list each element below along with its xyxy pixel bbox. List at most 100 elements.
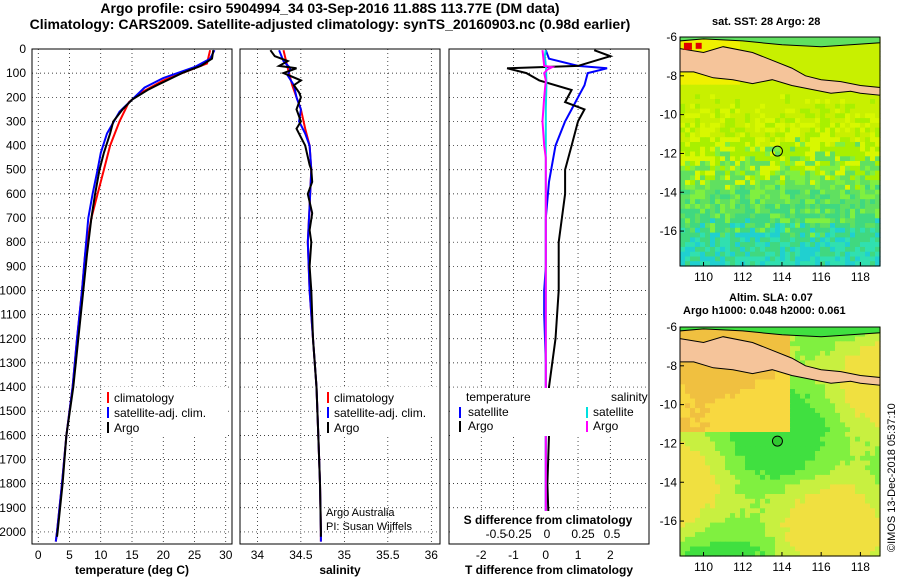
map-cell — [835, 142, 841, 148]
map-cell — [775, 484, 781, 490]
map-cell — [730, 503, 736, 509]
map-cell — [800, 470, 806, 476]
map-cell — [765, 46, 771, 52]
map-cell — [810, 118, 816, 124]
map-cell — [825, 113, 831, 119]
map-cell — [800, 389, 806, 395]
map-cell — [715, 151, 721, 157]
map-cell — [750, 551, 756, 557]
map-cell — [810, 389, 816, 395]
map-cell — [720, 455, 726, 462]
map-cell — [750, 156, 756, 162]
map-cell — [815, 398, 821, 404]
map-cell — [815, 232, 821, 238]
map-cell — [855, 350, 861, 357]
map-cell — [750, 180, 756, 186]
map-cell — [795, 156, 801, 162]
map-cell — [805, 341, 811, 347]
map-cell — [810, 161, 816, 167]
map-cell — [810, 165, 816, 172]
map-cell — [855, 246, 861, 253]
map-cell — [695, 113, 701, 119]
map-cell — [870, 541, 876, 548]
map-cell — [835, 108, 841, 114]
map-cell — [865, 65, 871, 71]
map-cell — [710, 184, 716, 191]
map-cell — [780, 137, 786, 143]
map-cell — [810, 465, 816, 471]
map-cell — [825, 336, 831, 342]
map-cell — [840, 474, 846, 481]
map-cell — [850, 184, 856, 191]
map-cell — [815, 489, 821, 495]
map-cell — [875, 70, 881, 76]
map-cell — [685, 208, 691, 215]
map-cell — [850, 256, 856, 262]
map-cell — [855, 522, 861, 528]
map-cell — [750, 194, 756, 200]
map-cell — [755, 46, 761, 52]
map-cell — [685, 161, 691, 167]
map-cell — [875, 161, 881, 167]
map-cell — [720, 465, 726, 471]
map-cell — [800, 142, 806, 148]
map-cell — [710, 79, 716, 86]
map-cell — [835, 398, 841, 404]
map-cell — [770, 513, 776, 519]
map-cell — [745, 146, 751, 153]
map-cell — [770, 103, 776, 110]
map-cell — [810, 513, 816, 519]
map-cell — [865, 41, 871, 48]
map-cell — [680, 223, 686, 229]
map-cell — [740, 527, 746, 533]
map-cell — [715, 132, 721, 138]
map-cell — [840, 436, 846, 443]
map-cell — [840, 46, 846, 52]
map-cell — [710, 393, 716, 400]
map-cell — [740, 532, 746, 538]
map-cell — [790, 261, 796, 267]
map-cell — [780, 118, 786, 124]
map-cell — [835, 465, 841, 471]
map-cell — [795, 479, 801, 486]
land-java — [679, 46, 881, 96]
map-cell — [760, 194, 766, 200]
map-cell — [875, 484, 881, 490]
map-cell — [735, 208, 741, 215]
map-cell — [760, 503, 766, 509]
map-cell — [765, 460, 771, 466]
map-cell — [770, 451, 776, 457]
map-cell — [705, 246, 711, 253]
map-cell — [760, 489, 766, 495]
map-cell — [685, 513, 691, 519]
map-cell — [785, 108, 791, 114]
map-cell — [715, 513, 721, 519]
map-cell — [795, 389, 801, 395]
map-cell — [760, 341, 766, 347]
map-cell — [835, 113, 841, 119]
map-cell — [790, 242, 796, 248]
map-cell — [780, 494, 786, 500]
map-cell — [695, 132, 701, 138]
map-cell — [810, 341, 816, 347]
x-tick-label: 0 — [542, 548, 549, 562]
map-cell — [765, 194, 771, 200]
map-cell — [840, 56, 846, 62]
map-cell — [850, 108, 856, 114]
map-cell — [700, 142, 706, 148]
map-cell — [705, 261, 711, 267]
map-cell — [785, 103, 791, 110]
map-cell — [845, 346, 851, 352]
map-cell — [845, 65, 851, 71]
map-cell — [730, 369, 736, 376]
map-cell — [685, 427, 691, 433]
map-cell — [715, 127, 721, 133]
map-cell — [800, 70, 806, 76]
map-cell — [875, 355, 881, 361]
map-cell — [755, 208, 761, 215]
map-cell — [850, 175, 856, 181]
map-cell — [765, 522, 771, 528]
map-cell — [695, 508, 701, 514]
map-cell — [750, 251, 756, 258]
map-cell — [805, 99, 811, 105]
